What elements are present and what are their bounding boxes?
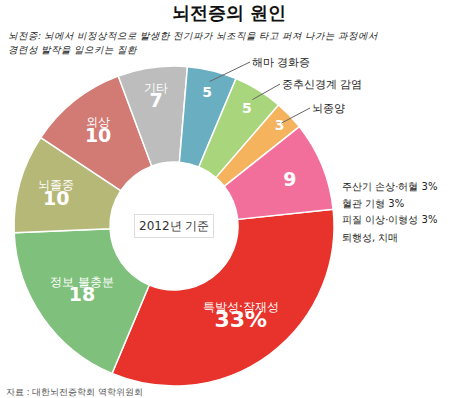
svg-text:경련성 발작을 일으키는 질환: 경련성 발작을 일으키는 질환 — [8, 44, 138, 55]
svg-text:기타7: 기타7 — [144, 81, 168, 112]
svg-text:뇌전증: 뇌에서 비정상적으로 발생한 전기파가 뇌조직을: 뇌전증: 뇌에서 비정상적으로 발생한 전기파가 뇌조직을 타고 퍼져 나가는 … — [8, 30, 378, 41]
svg-text:자료 : 대한뇌전증학회 역학위원회: 자료 : 대한뇌전증학회 역학위원회 — [6, 387, 143, 397]
svg-text:5: 5 — [202, 84, 212, 100]
svg-text:2012년 기준: 2012년 기준 — [139, 219, 209, 233]
svg-text:퇴행성, 치매: 퇴행성, 치매 — [342, 232, 398, 243]
svg-text:9: 9 — [283, 168, 296, 190]
svg-text:뇌전증의 원인: 뇌전증의 원인 — [172, 2, 286, 23]
svg-text:피질 이상·이형성 3%: 피질 이상·이형성 3% — [342, 214, 437, 225]
svg-text:뇌종양: 뇌종양 — [312, 102, 345, 114]
svg-text:3: 3 — [275, 117, 285, 133]
svg-text:정보 불충분18: 정보 불충분18 — [50, 275, 114, 306]
svg-text:외상10: 외상10 — [85, 115, 111, 146]
svg-text:주산기 손상·허혈 3%: 주산기 손상·허혈 3% — [342, 181, 437, 192]
svg-text:해마 경화증: 해마 경화증 — [252, 56, 310, 68]
svg-text:중추신경계 감염: 중추신경계 감염 — [282, 78, 362, 90]
svg-text:뇌졸중10: 뇌졸중10 — [38, 178, 74, 209]
svg-text:5: 5 — [242, 100, 252, 116]
svg-text:특발성·잠재성33%: 특발성·잠재성33% — [203, 300, 279, 332]
svg-text:혈관 기형 3%: 혈관 기형 3% — [342, 198, 404, 209]
